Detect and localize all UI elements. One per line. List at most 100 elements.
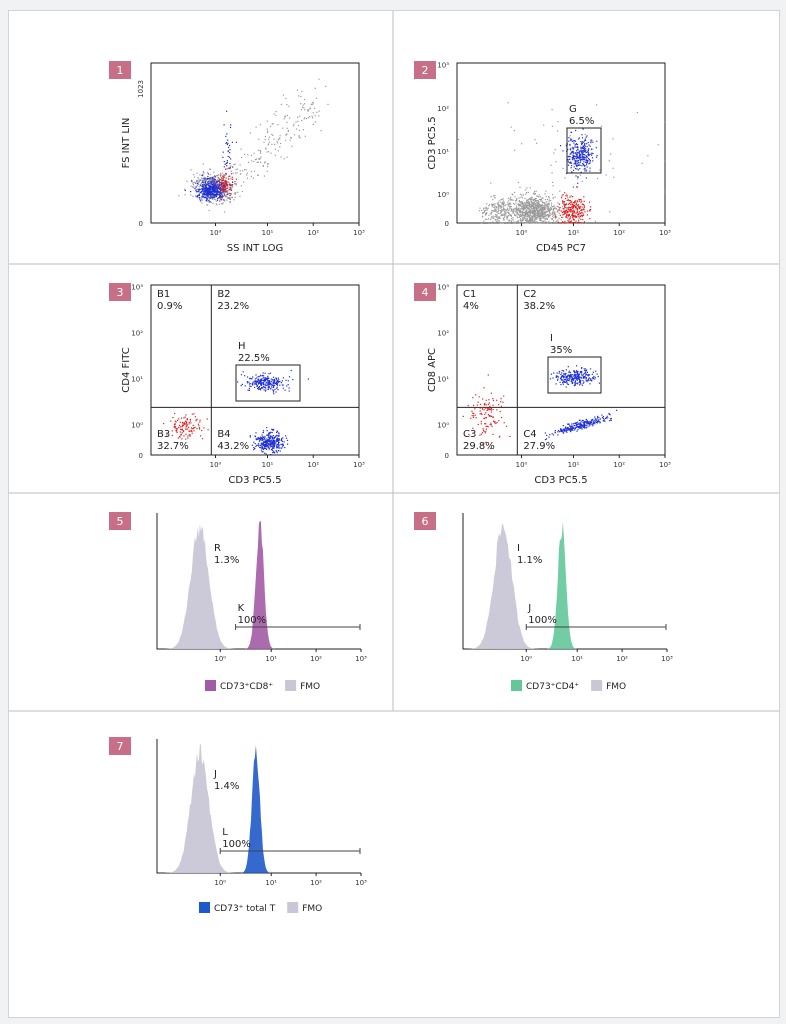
event-dot (583, 208, 585, 210)
event-dot (482, 428, 484, 430)
event-dot (325, 85, 327, 87)
event-dot (555, 376, 558, 378)
event-dot (577, 211, 579, 213)
event-dot (544, 208, 546, 210)
event-dot (542, 216, 544, 218)
event-dot (470, 417, 472, 419)
event-dot (258, 380, 260, 382)
event-dot (272, 134, 274, 136)
x-tick-label: 10¹ (265, 655, 277, 663)
event-dot (192, 195, 194, 197)
event-dot (569, 144, 571, 146)
event-dot (569, 372, 572, 374)
event-dot (264, 135, 266, 138)
event-dot (271, 442, 273, 445)
event-dot (529, 213, 532, 215)
event-dot (567, 148, 569, 151)
event-dot (477, 423, 479, 426)
event-dot (565, 207, 567, 209)
event-dot (254, 380, 256, 382)
event-dot (537, 210, 539, 212)
event-dot (231, 178, 233, 180)
event-dot (517, 221, 519, 223)
event-dot (579, 154, 581, 156)
event-dot (554, 211, 556, 213)
event-dot (181, 421, 183, 423)
event-dot (582, 152, 584, 154)
y-tick-label: 10³ (437, 284, 449, 292)
event-dot (257, 378, 259, 380)
gate-percent: 1.3% (214, 555, 239, 566)
event-dot (292, 125, 294, 127)
event-dot (228, 189, 230, 191)
event-dot (239, 173, 241, 175)
event-dot (509, 219, 511, 221)
event-dot (274, 378, 276, 380)
event-dot (213, 185, 215, 187)
event-dot (227, 181, 229, 183)
event-dot (181, 428, 183, 430)
event-dot (554, 196, 556, 198)
event-dot (283, 118, 285, 120)
badge-background (109, 512, 131, 530)
event-dot (564, 177, 566, 179)
event-dot (577, 152, 579, 154)
event-dot (577, 373, 579, 375)
event-dot (257, 438, 259, 440)
y-tick-label: 10⁰ (131, 421, 143, 429)
event-dot (212, 185, 214, 187)
event-dot (203, 172, 205, 174)
event-dot (569, 426, 572, 428)
gate-percent: 22.5% (238, 353, 270, 364)
event-dot (568, 425, 571, 427)
legend-entry: FMO (606, 682, 626, 692)
event-dot (499, 213, 501, 215)
event-dot (593, 421, 595, 423)
event-dot (570, 167, 572, 169)
event-dot (596, 420, 598, 422)
event-dot (274, 388, 276, 391)
blue-events (184, 173, 232, 203)
event-dot (229, 198, 231, 200)
event-dot (529, 209, 531, 211)
event-dot (496, 202, 498, 205)
event-dot (541, 209, 543, 211)
event-dot (286, 121, 288, 123)
event-dot (179, 421, 181, 423)
event-dot (584, 139, 587, 141)
event-dot (212, 193, 214, 195)
event-dot (566, 375, 568, 377)
event-dot (590, 142, 592, 144)
event-dot (602, 416, 604, 418)
event-dot (612, 138, 614, 140)
event-dot (282, 437, 284, 439)
event-dot (514, 213, 516, 215)
event-dot (215, 180, 217, 182)
event-dot (289, 117, 291, 119)
event-dot (577, 204, 579, 206)
event-dot (492, 206, 494, 208)
event-dot (303, 107, 305, 109)
event-dot (587, 149, 590, 151)
event-dot (534, 199, 536, 202)
event-dot (587, 380, 589, 382)
event-dot (577, 375, 579, 377)
event-dot (218, 174, 220, 176)
event-dot (538, 198, 540, 201)
event-dot (249, 132, 252, 134)
event-dot (563, 213, 565, 215)
event-dot (519, 211, 522, 213)
event-dot (572, 169, 575, 171)
event-dot (575, 162, 577, 164)
event-dot (541, 204, 543, 207)
event-dot (576, 423, 578, 426)
event-dot (518, 201, 520, 203)
event-dot (577, 424, 579, 426)
event-dot (262, 437, 264, 439)
event-dot (578, 374, 580, 376)
event-dot (203, 183, 205, 185)
event-dot (578, 381, 580, 383)
event-dot (584, 222, 587, 224)
event-dot (275, 440, 278, 442)
event-dot (569, 139, 572, 141)
